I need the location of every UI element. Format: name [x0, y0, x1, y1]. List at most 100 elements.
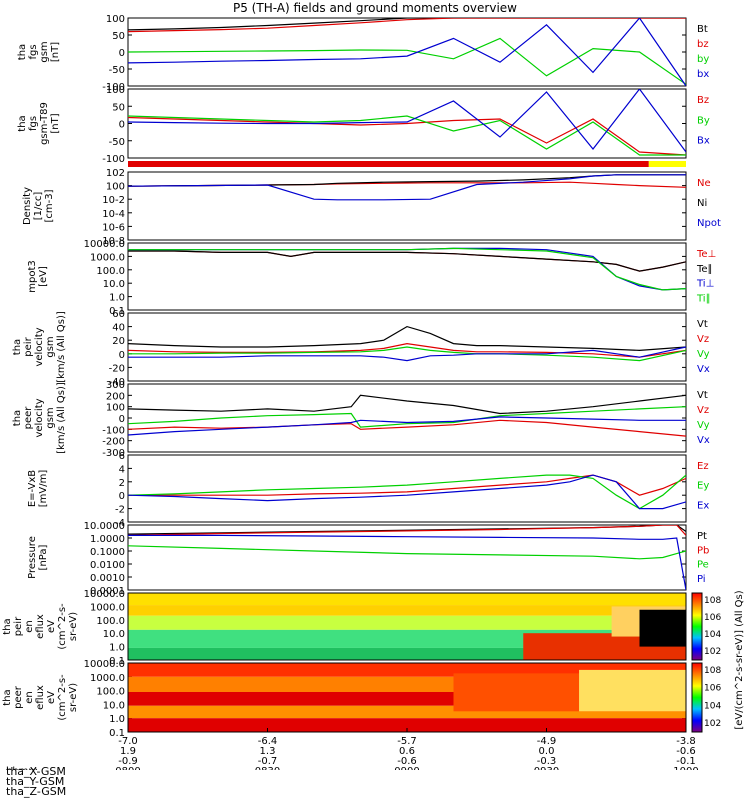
ytick-label: -100: [102, 154, 125, 165]
ephem-value: -0.6: [676, 746, 696, 757]
legend-entry: bx: [697, 69, 709, 80]
series-line-Npot: [128, 174, 686, 201]
series-line-Vx: [128, 416, 686, 436]
spectrogram-band: [128, 593, 686, 606]
ytick-label: 300: [106, 380, 125, 391]
ytick-label: 10.0000: [84, 521, 125, 532]
ylabel-line: mpot3: [27, 260, 38, 293]
series-line-Vt: [128, 325, 686, 352]
legend-entry: Vy: [697, 420, 710, 431]
ytick-label: 50: [112, 102, 125, 113]
ytick-label: 200: [106, 391, 125, 402]
ytick-label: -100: [102, 425, 125, 436]
ytick-label: 0.1: [109, 306, 125, 317]
mode-bar-red: [128, 161, 649, 167]
ytick-label: 100: [106, 14, 125, 25]
ytick-label: 2: [119, 478, 125, 489]
ylabel-line: [cm-3]: [44, 189, 55, 222]
ylabel-line: (cm^2-s-: [57, 674, 68, 721]
legend-entry: Pb: [697, 545, 709, 556]
series-line-Ey: [128, 474, 686, 510]
ylabel-line: peir: [13, 616, 24, 636]
panel-frame-e_field: [127, 454, 687, 523]
ylabel-line: [nT]: [50, 42, 61, 62]
ytick-label: 20: [112, 336, 125, 347]
ephem-value: -7.0: [118, 736, 138, 747]
colorbar-tick: 104: [704, 630, 721, 640]
colorbar-tick: 102: [704, 719, 721, 729]
spectrogram-peir_en_eflux: [128, 593, 686, 660]
legend-entry: bz: [697, 39, 709, 50]
ephem-value: 0830: [255, 766, 280, 770]
ephem-value: 1.9: [120, 746, 136, 757]
ephem-value: -0.7: [258, 756, 278, 767]
ytick-label: 0.0010: [90, 573, 125, 584]
ytick-label: 10.0: [103, 700, 125, 711]
series-group-density: [128, 174, 686, 201]
ytick-label: 1000.0: [90, 252, 125, 263]
ytick-label: 40: [112, 323, 125, 334]
ylabel-line: sr-eV): [68, 683, 79, 712]
series-line-Bt: [128, 18, 686, 31]
series-line-By: [128, 115, 686, 156]
series-group-peir_velocity: [128, 325, 686, 362]
spectrogram-band: [639, 609, 686, 647]
ylabel-line: gsm: [45, 407, 56, 428]
ytick-label: 100: [106, 403, 125, 414]
ephem-value: 0800: [115, 766, 140, 770]
ytick-label: 1.0: [109, 643, 125, 654]
ytick-label: 4: [119, 464, 125, 475]
ylabel-line: velocity: [34, 327, 45, 366]
ytick-label: 100.0: [96, 266, 125, 277]
ylabel-line: Density: [22, 187, 33, 225]
legend-entry: Npot: [697, 218, 721, 229]
ephem-value: 1.3: [260, 746, 276, 757]
series-line-Pi: [128, 534, 686, 590]
colorbar-tick: 108: [704, 596, 721, 606]
ylabel-line: eflux: [35, 614, 46, 639]
legend-entry: Pe: [697, 560, 709, 571]
series-group-fgs_gsm: [128, 18, 686, 86]
series-line-Ti⊥: [128, 247, 686, 291]
ytick-label: 10-6: [102, 222, 125, 233]
colorbar-tick: 106: [704, 684, 721, 694]
ytick-label: -40: [109, 377, 125, 388]
ytick-label: 10000.0: [84, 239, 125, 250]
ytick-label: 100.0: [96, 616, 125, 627]
ytick-label: 100: [106, 182, 125, 193]
ytick-label: 10-8: [102, 236, 125, 247]
ytick-label: 0.1: [109, 656, 125, 667]
ephem-label-hhmm: hhmm: [6, 766, 38, 770]
ephem-label-y: tha_Y-GSM: [6, 775, 65, 788]
series-line-Ti∥: [128, 247, 686, 291]
ytick-label: -300: [102, 448, 125, 459]
ytick-label: 0.1000: [90, 547, 125, 558]
series-group-peer_velocity: [128, 394, 686, 437]
ytick-label: 0.0100: [90, 560, 125, 571]
ylabel-line: fgs: [28, 116, 39, 131]
colorbar-label: [eV/(cm^2-s-sr-eV)] (All Qs): [734, 590, 745, 729]
ephem-label-x: tha_X-GSM: [6, 765, 66, 778]
ylabel-line: [mV/m]: [38, 470, 49, 508]
colorbar-tick: 104: [704, 701, 721, 711]
ytick-label: 50: [112, 31, 125, 42]
ylabel-line: tha: [12, 339, 23, 355]
series-line-Pt: [128, 525, 686, 535]
ytick-label: 0: [119, 414, 125, 425]
ytick-label: 10000.0: [84, 589, 125, 600]
ylabel-line: en: [24, 691, 35, 704]
spectrogram-peer_en_eflux: [128, 663, 686, 732]
ylabel-line: (cm^2-s-: [57, 603, 68, 650]
ytick-label: 1.0: [109, 293, 125, 304]
series-line-Te∥: [128, 250, 686, 272]
series-line-Bz: [128, 116, 686, 156]
ytick-label: 100: [106, 85, 125, 96]
ytick-label: -4: [115, 518, 125, 529]
legend-entry: Te⊥: [696, 249, 716, 260]
series-group-pressure: [128, 525, 686, 590]
panel-frame-density: [127, 171, 687, 241]
series-line-Pe: [128, 545, 686, 560]
colorbar: [691, 662, 703, 733]
ytick-label: -200: [102, 437, 125, 448]
